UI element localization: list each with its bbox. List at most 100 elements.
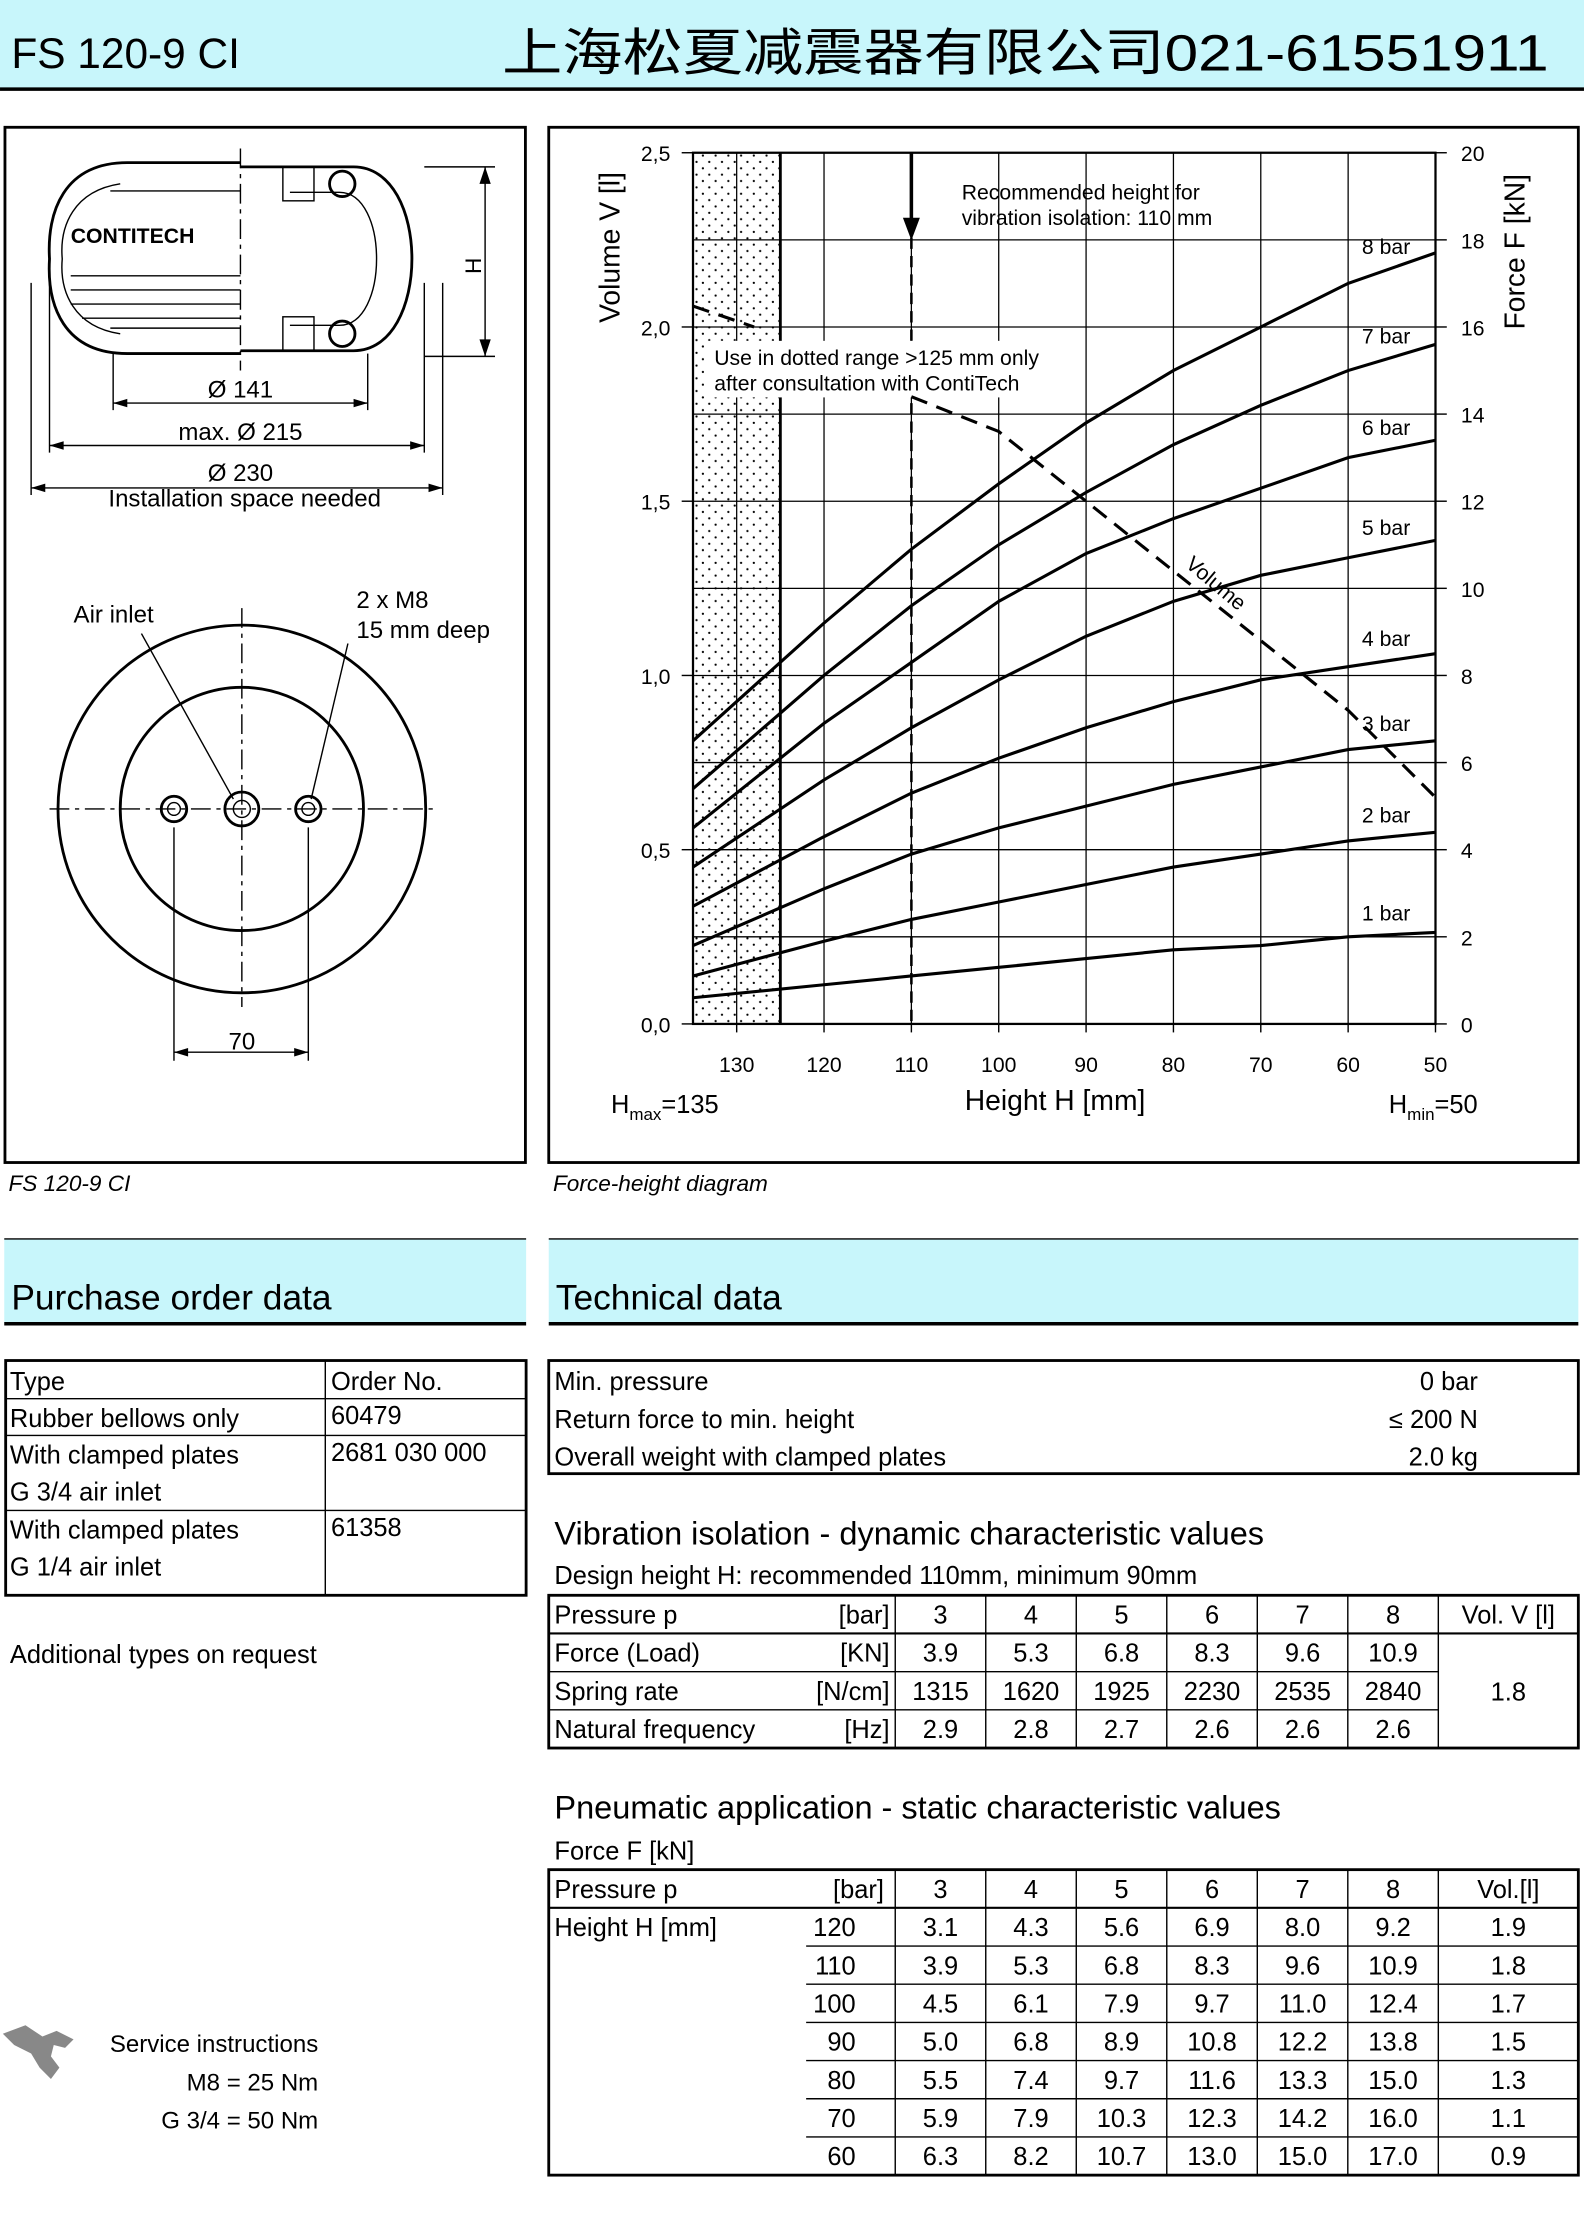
table-cell: 3.9	[923, 1952, 958, 1980]
y2-tick-label: 4	[1461, 840, 1473, 863]
y2-tick-label: 20	[1461, 143, 1485, 166]
x-tick-label: 80	[1162, 1054, 1186, 1077]
table-cell: 2.9	[923, 1716, 958, 1744]
table-cell: 9.6	[1285, 1952, 1320, 1980]
purchase-note: Additional types on request	[10, 1641, 317, 1669]
service-line: G 3/4 = 50 Nm	[161, 2107, 318, 2134]
table-cell: G 1/4 air inlet	[10, 1553, 161, 1581]
table-cell: [N/cm]	[816, 1678, 889, 1706]
drawing-frame	[3, 125, 527, 1164]
table-cell: 6.8	[1013, 2029, 1048, 2057]
table-cell: 10.7	[1097, 2143, 1147, 2171]
table-header: 4	[1024, 1602, 1038, 1630]
table-cell: 7.9	[1013, 2105, 1048, 2133]
table-header: Pressure p	[554, 1602, 677, 1630]
y2-tick-label: 2	[1461, 927, 1473, 950]
table-cell: Force (Load)	[554, 1640, 700, 1668]
technical-table	[547, 1359, 1580, 1476]
table-cell: 2.6	[1194, 1716, 1229, 1744]
y-tick-label: 1,0	[641, 666, 670, 689]
y2-axis-label: Force F [kN]	[1499, 174, 1531, 329]
y2-tick-label: 6	[1461, 753, 1473, 776]
table-cell: 1.8	[1491, 1952, 1526, 1980]
series-line	[692, 652, 1436, 908]
x-tick-label: 130	[719, 1054, 754, 1077]
table-cell: 11.6	[1188, 2067, 1236, 2095]
series-line	[692, 538, 1436, 869]
table-cell: 8.9	[1104, 2029, 1139, 2057]
series-label: 6 bar	[1362, 417, 1410, 440]
table-cell: Return force to min. height	[554, 1406, 854, 1434]
table-cell: 1.1	[1491, 2105, 1526, 2133]
top-view: Air inlet 2 x M8 15 mm deep 70	[49, 587, 490, 1061]
table-cell: 1.7	[1491, 1990, 1526, 2018]
table-cell: 100	[813, 1990, 855, 2018]
table-header: 8	[1386, 1602, 1400, 1630]
y-axis-label: Volume V [l]	[593, 172, 625, 323]
h-subscript: max	[629, 1105, 662, 1124]
dimension: Ø 141	[208, 376, 273, 403]
series-line	[691, 342, 1436, 790]
table-cell: 1620	[1003, 1678, 1060, 1706]
table-cell: 1.9	[1491, 1914, 1526, 1942]
table-cell: 7.9	[1104, 1990, 1139, 2018]
table-header: 5	[1114, 1876, 1128, 1904]
table-header: [bar]	[833, 1876, 884, 1904]
series-label: 4 bar	[1362, 628, 1410, 651]
table-cell: With clamped plates	[10, 1517, 239, 1545]
table-cell: 10.3	[1097, 2105, 1147, 2133]
table-cell: 6.9	[1194, 1914, 1229, 1942]
table-cell: With clamped plates	[10, 1442, 239, 1470]
brand: CONTITECH	[71, 225, 195, 248]
section-title: Technical data	[556, 1279, 782, 1318]
x-tick-label: 110	[894, 1054, 928, 1077]
header-company: 上海松夏减震器有限公司021-61551911	[502, 25, 1549, 82]
x-axis-label: Height H [mm]	[965, 1084, 1146, 1116]
table-cell: 5.6	[1104, 1914, 1139, 1942]
height-label: H	[461, 258, 486, 274]
table-cell: 0 bar	[1420, 1368, 1479, 1396]
y-tick-label: 2,0	[641, 317, 670, 340]
table-cell: 12.3	[1187, 2105, 1237, 2133]
series-line	[692, 304, 1437, 799]
table-cell: 4.3	[1013, 1914, 1048, 1942]
table-cell: 7.4	[1013, 2067, 1048, 2095]
table-cell: 2.6	[1375, 1716, 1410, 1744]
recommended-arrowhead	[902, 217, 920, 241]
table-cell: 5.0	[923, 2029, 958, 2057]
table-cell: 6.8	[1104, 1640, 1139, 1668]
table-cell: 0.9	[1491, 2143, 1526, 2171]
table-cell: 2.7	[1104, 1716, 1139, 1744]
annotation: Recommended height for	[962, 181, 1200, 204]
chart-frame	[547, 125, 1580, 1164]
table-cell: 12.2	[1278, 2029, 1328, 2057]
x-tick-label: 70	[1249, 1054, 1273, 1077]
y2-tick-label: 14	[1461, 405, 1485, 428]
table-cell: 90	[827, 2029, 855, 2057]
table-cell: 12.4	[1368, 1990, 1418, 2018]
table-cell: 6.1	[1013, 1990, 1048, 2018]
x-tick-label: 120	[806, 1054, 841, 1077]
table-cell: 8.2	[1013, 2143, 1048, 2171]
series-label: Volume	[1181, 552, 1250, 615]
thread-label: 2 x M8	[356, 587, 428, 614]
series-label: 3 bar	[1362, 713, 1410, 736]
table-header: 6	[1205, 1602, 1219, 1630]
series-line	[692, 830, 1436, 978]
table-cell: [KN]	[840, 1640, 889, 1668]
table-cell: 5.5	[923, 2067, 958, 2095]
table-cell: 13.0	[1187, 2143, 1237, 2171]
x-tick-label: 100	[981, 1054, 1016, 1077]
plot-frame	[691, 151, 1437, 1026]
table-header: 3	[933, 1602, 947, 1630]
h-symbol: H	[1389, 1091, 1407, 1119]
thread-label: 15 mm deep	[356, 617, 490, 644]
table-cell: Natural frequency	[554, 1716, 755, 1744]
service-title: Service instructions	[110, 2031, 318, 2058]
y2-tick-label: 16	[1461, 317, 1485, 340]
table-header: Order No.	[331, 1368, 443, 1396]
table-cell: G 3/4 air inlet	[10, 1479, 161, 1507]
table-cell: 1925	[1093, 1678, 1150, 1706]
